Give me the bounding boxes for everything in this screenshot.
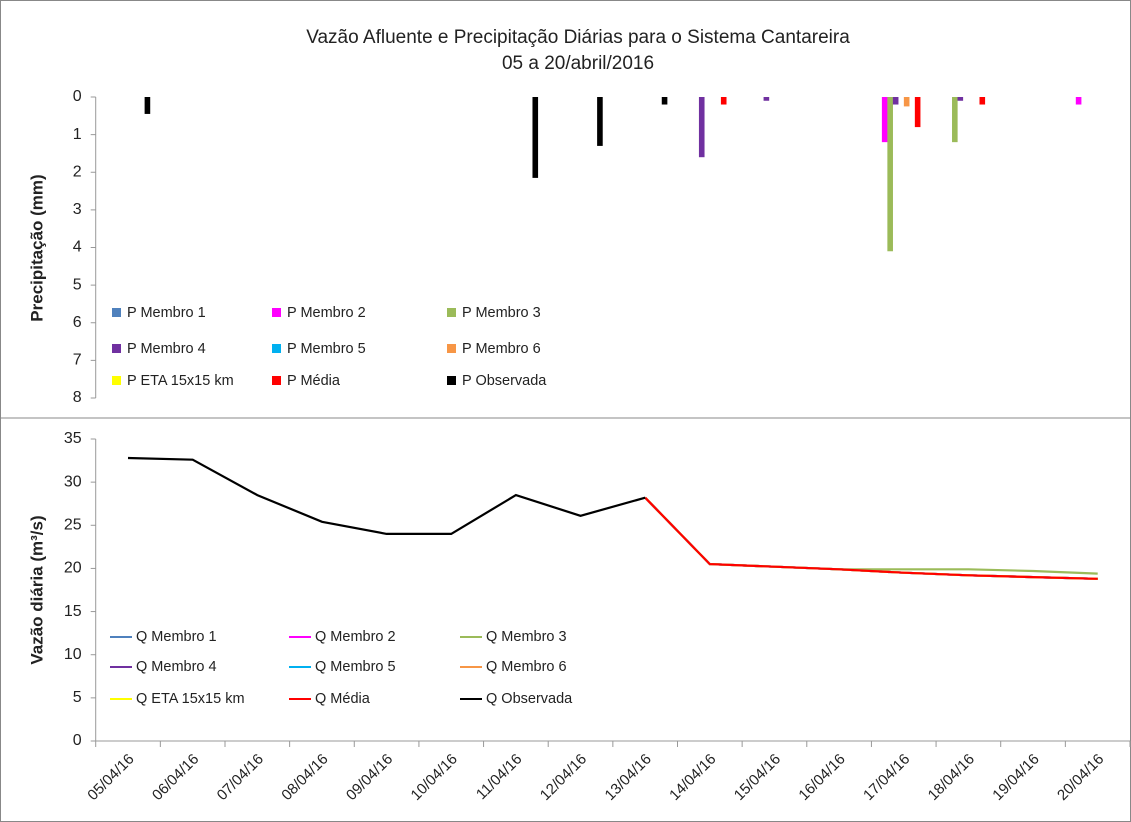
- bar: [903, 97, 910, 107]
- y-tick-label: 10: [64, 646, 82, 663]
- bar: [597, 97, 603, 146]
- y-tick-label: 5: [73, 689, 82, 706]
- legend-label: Q Membro 4: [136, 659, 217, 675]
- bar: [720, 97, 727, 105]
- line-series: [644, 496, 1098, 575]
- legend-label: Q Membro 5: [315, 659, 396, 675]
- bar: [979, 97, 986, 105]
- y-tick-label: 3: [73, 201, 82, 218]
- y-axis-title: Precipitação (mm): [27, 174, 46, 321]
- legend-label: Q Observada: [486, 691, 573, 707]
- legend-label: Q ETA 15x15 km: [136, 691, 245, 707]
- x-tick-label: 12/04/16: [537, 751, 590, 804]
- legend-label: P Membro 2: [287, 305, 366, 321]
- x-tick-label: 16/04/16: [795, 751, 848, 804]
- x-tick-label: 19/04/16: [989, 751, 1042, 804]
- legend-swatch: [272, 376, 281, 385]
- line-series: [644, 496, 1098, 580]
- chart-title: Vazão Afluente e Precipitação Diárias pa…: [306, 27, 850, 48]
- x-tick-label: 20/04/16: [1054, 751, 1107, 804]
- y-tick-label: 0: [73, 88, 82, 105]
- legend-label: P Membro 4: [127, 341, 206, 357]
- bar: [957, 97, 964, 101]
- x-tick-label: 17/04/16: [860, 751, 913, 804]
- y-tick-label: 6: [73, 314, 82, 331]
- x-tick-label: 13/04/16: [601, 751, 654, 804]
- legend-swatch: [112, 376, 121, 385]
- y-tick-label: 15: [64, 603, 82, 620]
- y-tick-label: 0: [73, 732, 82, 749]
- y-tick-label: 35: [64, 430, 82, 447]
- bar: [881, 97, 888, 143]
- bar: [952, 97, 958, 143]
- y-tick-label: 20: [64, 560, 82, 577]
- x-tick-label: 07/04/16: [214, 751, 267, 804]
- line-series: [127, 456, 646, 535]
- bar: [887, 97, 893, 252]
- x-tick-label: 14/04/16: [666, 751, 719, 804]
- x-tick-label: 11/04/16: [473, 751, 526, 804]
- legend-label: P ETA 15x15 km: [127, 373, 234, 389]
- legend-label: P Membro 1: [127, 305, 206, 321]
- bar: [1075, 97, 1082, 105]
- x-tick-label: 18/04/16: [925, 751, 978, 804]
- legend-swatch: [112, 344, 121, 353]
- y-tick-label: 2: [73, 163, 82, 180]
- bar: [914, 97, 921, 128]
- legend-label: P Membro 6: [462, 341, 541, 357]
- legend-label: P Média: [287, 373, 341, 389]
- y-tick-label: 5: [73, 276, 82, 293]
- bar: [144, 97, 151, 114]
- legend-label: Q Média: [315, 691, 371, 707]
- line-series: [644, 496, 1098, 580]
- legend-label: Q Membro 1: [136, 629, 217, 645]
- legend-label: Q Membro 6: [486, 659, 567, 675]
- x-tick-label: 09/04/16: [343, 751, 396, 804]
- y-tick-label: 4: [73, 239, 82, 256]
- bar: [661, 97, 668, 105]
- x-tick-label: 10/04/16: [408, 751, 461, 804]
- legend-swatch: [447, 344, 456, 353]
- line-series: [644, 496, 1098, 580]
- x-tick-label: 08/04/16: [278, 751, 331, 804]
- line-series: [644, 496, 1098, 580]
- bar: [698, 97, 705, 158]
- line-series: [644, 496, 1098, 580]
- legend-label: P Membro 3: [462, 305, 541, 321]
- x-tick-label: 06/04/16: [149, 751, 202, 804]
- legend-swatch: [112, 308, 121, 317]
- y-tick-label: 7: [73, 352, 82, 369]
- y-tick-label: 8: [73, 389, 82, 406]
- legend-label: P Observada: [462, 373, 547, 389]
- y-axis-title: Vazão diária (m³/s): [27, 515, 46, 664]
- x-tick-label: 15/04/16: [731, 751, 784, 804]
- x-tick-label: 05/04/16: [84, 751, 137, 804]
- line-series: [644, 496, 1098, 580]
- bar: [532, 97, 539, 178]
- legend-label: Q Membro 3: [486, 629, 567, 645]
- legend-swatch: [447, 376, 456, 385]
- legend-swatch: [272, 308, 281, 317]
- y-tick-label: 30: [64, 473, 82, 490]
- bar: [892, 97, 899, 105]
- line-series: [644, 496, 1098, 580]
- y-tick-label: 25: [64, 517, 82, 534]
- legend-label: Q Membro 2: [315, 629, 396, 645]
- legend-swatch: [447, 308, 456, 317]
- chart-subtitle: 05 a 20/abril/2016: [502, 53, 654, 74]
- bar: [763, 97, 770, 101]
- legend-swatch: [272, 344, 281, 353]
- legend-label: P Membro 5: [287, 341, 366, 357]
- y-tick-label: 1: [73, 126, 82, 143]
